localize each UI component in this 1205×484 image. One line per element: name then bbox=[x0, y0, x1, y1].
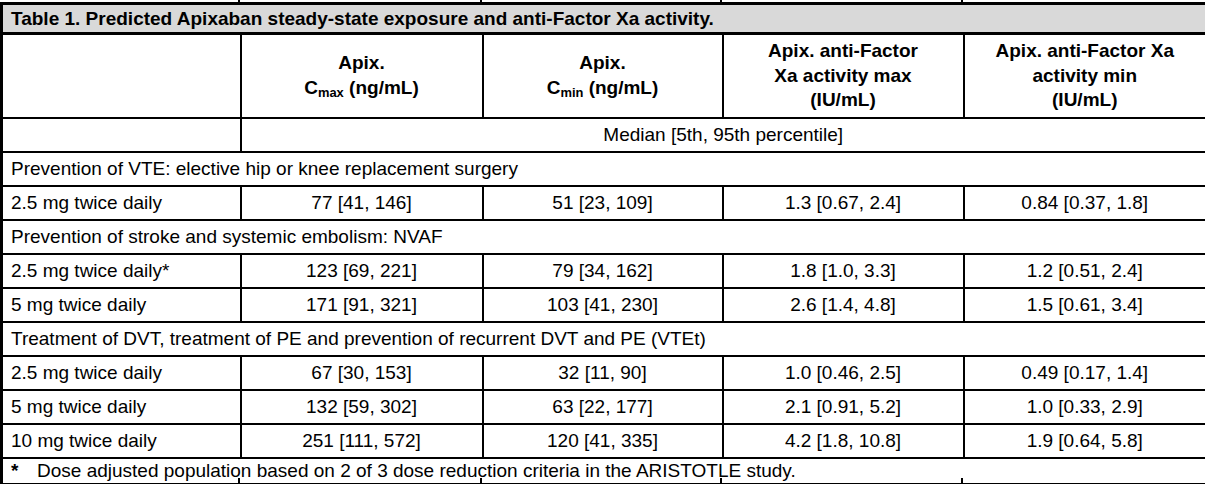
cmax-value: 171 [91, 321] bbox=[241, 288, 483, 322]
median-row-blank-cell bbox=[2, 118, 241, 152]
axa-min-value: 0.84 [0.37, 1.8] bbox=[964, 186, 1205, 220]
drug-label-table-page: Table 1. Predicted Apixaban steady-state… bbox=[0, 0, 1205, 484]
header-cmax-line2: Cmax (ng/mL) bbox=[242, 76, 482, 100]
table-row: 2.5 mg twice daily 77 [41, 146] 51 [23, … bbox=[2, 186, 1205, 220]
cmin-value: 79 [34, 162] bbox=[483, 254, 723, 288]
cmax-value: 251 [111, 572] bbox=[241, 424, 483, 458]
section-heading-row: Prevention of stroke and systemic emboli… bbox=[2, 220, 1205, 254]
cmin-value: 51 [23, 109] bbox=[483, 186, 723, 220]
axa-max-value: 2.1 [0.91, 5.2] bbox=[723, 390, 964, 424]
header-axa-max: Apix. anti-Factor Xa activity max (IU/mL… bbox=[723, 34, 964, 118]
header-cmax-line1: Apix. bbox=[242, 51, 482, 75]
cmin-value: 63 [22, 177] bbox=[483, 390, 723, 424]
footnote-marker: * bbox=[11, 460, 37, 482]
cmax-value: 123 [69, 221] bbox=[241, 254, 483, 288]
dose-label: 5 mg twice daily bbox=[2, 390, 241, 424]
median-label: Median [5th, 95th percentile] bbox=[241, 118, 1205, 152]
section-heading-row: Prevention of VTE: elective hip or knee … bbox=[2, 152, 1205, 186]
median-row: Median [5th, 95th percentile] bbox=[2, 118, 1205, 152]
header-axa-min-line1: Apix. anti-Factor Xa bbox=[965, 39, 1205, 63]
header-axa-max-line2: Xa activity max bbox=[724, 64, 963, 88]
axa-min-value: 1.2 [0.51, 2.4] bbox=[964, 254, 1205, 288]
table-title: Table 1. Predicted Apixaban steady-state… bbox=[2, 4, 1205, 34]
header-axa-max-line3: (IU/mL) bbox=[724, 88, 963, 112]
column-border-stub bbox=[961, 478, 963, 484]
axa-max-value: 1.3 [0.67, 2.4] bbox=[723, 186, 964, 220]
cmax-value: 132 [59, 302] bbox=[241, 390, 483, 424]
table-header-row: Apix. Cmax (ng/mL) Apix. Cmin (ng/mL) Ap… bbox=[2, 34, 1205, 118]
header-apix-cmin: Apix. Cmin (ng/mL) bbox=[483, 34, 723, 118]
section-heading-vtet: Treatment of DVT, treatment of PE and pr… bbox=[2, 322, 1205, 356]
cmin-value: 32 [11, 90] bbox=[483, 356, 723, 390]
section-heading-vte: Prevention of VTE: elective hip or knee … bbox=[2, 152, 1205, 186]
header-axa-min-line2: activity min bbox=[965, 64, 1205, 88]
column-border-stub bbox=[720, 478, 722, 484]
axa-max-value: 1.0 [0.46, 2.5] bbox=[723, 356, 964, 390]
cmin-value: 120 [41, 335] bbox=[483, 424, 723, 458]
header-axa-min: Apix. anti-Factor Xa activity min (IU/mL… bbox=[964, 34, 1205, 118]
dose-label: 2.5 mg twice daily bbox=[2, 186, 241, 220]
dose-label: 10 mg twice daily bbox=[2, 424, 241, 458]
axa-max-value: 4.2 [1.8, 10.8] bbox=[723, 424, 964, 458]
axa-max-value: 2.6 [1.4, 4.8] bbox=[723, 288, 964, 322]
section-heading-row: Treatment of DVT, treatment of PE and pr… bbox=[2, 322, 1205, 356]
axa-min-value: 0.49 [0.17, 1.4] bbox=[964, 356, 1205, 390]
header-row-label-blank bbox=[2, 34, 241, 118]
table-title-row: Table 1. Predicted Apixaban steady-state… bbox=[2, 4, 1205, 34]
header-axa-max-line1: Apix. anti-Factor bbox=[724, 39, 963, 63]
cmax-value: 77 [41, 146] bbox=[241, 186, 483, 220]
dose-label: 5 mg twice daily bbox=[2, 288, 241, 322]
apixaban-exposure-table: Table 1. Predicted Apixaban steady-state… bbox=[0, 2, 1205, 484]
subscript-max: max bbox=[318, 85, 344, 100]
column-border-stub bbox=[480, 478, 482, 484]
footnote-row: *Dose adjusted population based on 2 of … bbox=[2, 458, 1205, 484]
header-apix-cmax: Apix. Cmax (ng/mL) bbox=[241, 34, 483, 118]
table-row: 2.5 mg twice daily 67 [30, 153] 32 [11, … bbox=[2, 356, 1205, 390]
axa-max-value: 1.8 [1.0, 3.3] bbox=[723, 254, 964, 288]
header-cmin-line2: Cmin (ng/mL) bbox=[484, 76, 722, 100]
table-row: 5 mg twice daily 132 [59, 302] 63 [22, 1… bbox=[2, 390, 1205, 424]
subscript-min: min bbox=[560, 85, 583, 100]
cmin-value: 103 [41, 230] bbox=[483, 288, 723, 322]
footnote: *Dose adjusted population based on 2 of … bbox=[2, 458, 1205, 484]
table-row: 5 mg twice daily 171 [91, 321] 103 [41, … bbox=[2, 288, 1205, 322]
section-heading-nvaf: Prevention of stroke and systemic emboli… bbox=[2, 220, 1205, 254]
header-axa-min-line3: (IU/mL) bbox=[965, 88, 1205, 112]
axa-min-value: 1.0 [0.33, 2.9] bbox=[964, 390, 1205, 424]
table-row: 2.5 mg twice daily* 123 [69, 221] 79 [34… bbox=[2, 254, 1205, 288]
header-cmin-line1: Apix. bbox=[484, 51, 722, 75]
column-border-stub bbox=[238, 478, 240, 484]
axa-min-value: 1.5 [0.61, 3.4] bbox=[964, 288, 1205, 322]
axa-min-value: 1.9 [0.64, 5.8] bbox=[964, 424, 1205, 458]
table-row: 10 mg twice daily 251 [111, 572] 120 [41… bbox=[2, 424, 1205, 458]
dose-label: 2.5 mg twice daily bbox=[2, 356, 241, 390]
footnote-text: Dose adjusted population based on 2 of 3… bbox=[37, 460, 796, 481]
cmax-value: 67 [30, 153] bbox=[241, 356, 483, 390]
dose-label: 2.5 mg twice daily* bbox=[2, 254, 241, 288]
